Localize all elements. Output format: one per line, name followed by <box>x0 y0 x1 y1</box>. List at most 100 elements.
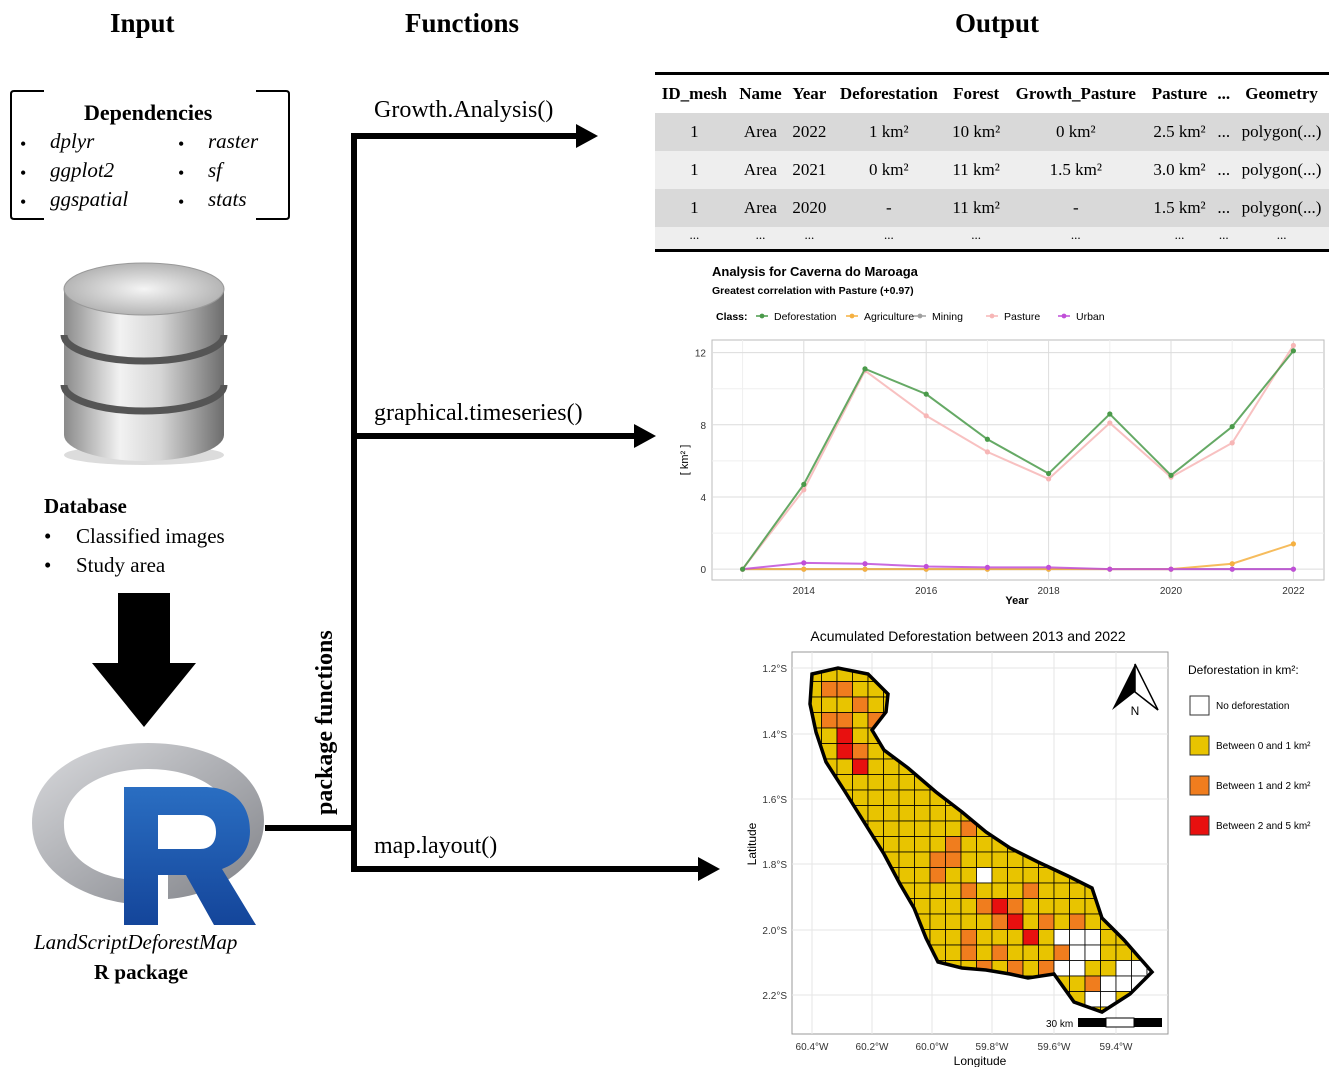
table-row: 1 Area 2022 1 km² 10 km² 0 km² 2.5 km²... polyg… <box>655 113 1329 151</box>
table-cell: 10 km² <box>946 113 1007 151</box>
package-functions-label-wrap: package functions <box>312 630 352 855</box>
table-cell: 1 <box>655 113 734 151</box>
table-cell: ... <box>1213 189 1235 227</box>
dependency-item: ggplot2 <box>50 158 115 182</box>
data-point <box>801 487 807 493</box>
map-grid-cell <box>867 696 884 713</box>
map-grid-cell <box>960 836 977 853</box>
data-point <box>801 566 807 572</box>
map-grid-cell <box>914 805 931 822</box>
map-grid-cell <box>976 851 993 868</box>
map-grid-cell <box>1007 898 1024 915</box>
map-grid-cell <box>836 696 853 713</box>
map-grid-cell <box>914 789 931 806</box>
table-header-cell: ... <box>1217 84 1231 103</box>
map-grid-cell <box>1007 882 1024 899</box>
data-point <box>984 564 990 570</box>
data-point <box>1046 470 1052 477</box>
map-grid-cell <box>1069 898 1086 915</box>
map-grid-cell <box>852 696 869 713</box>
legend-key-dot <box>989 313 995 319</box>
map-grid-cell <box>1069 882 1086 899</box>
table-cell: 2020 <box>787 189 832 227</box>
map-grid-cell <box>1038 913 1055 930</box>
lat-tick-label: 1.2°S <box>762 664 787 675</box>
map-grid-cell <box>852 789 869 806</box>
map-grid-cell <box>883 836 900 853</box>
legend-item: Pasture <box>1004 311 1040 323</box>
table-row: ........................... <box>655 227 1329 249</box>
map-legend-title: Deforestation in km²: <box>1188 663 1299 677</box>
table-cell: ... <box>1213 113 1235 151</box>
table-cell: - <box>1006 189 1146 227</box>
map-grid-cell <box>945 867 962 884</box>
y-tick-label: 8 <box>700 421 706 432</box>
table-row: 1 Area 2020-11 km² -1.5 km²... polygon(...) <box>655 189 1329 227</box>
map-grid-cell <box>991 882 1008 899</box>
table-cell: 2.5 km² <box>1145 113 1214 151</box>
map-grid-cell <box>1053 913 1070 930</box>
database-item: Classified images <box>76 524 225 548</box>
table-cell: ... <box>1145 227 1214 249</box>
map-grid-cell <box>883 820 900 837</box>
map-grid-cell <box>1069 913 1086 930</box>
table-cell: ... <box>831 227 947 249</box>
map-grid-cell <box>991 929 1008 946</box>
table-cell: polygon(...) <box>1234 151 1329 189</box>
map-grid-cell <box>821 696 838 713</box>
data-point <box>1290 342 1296 349</box>
map-grid-cell <box>945 882 962 899</box>
map-grid-cell <box>1069 944 1086 961</box>
table-cell: 1 km² <box>831 113 947 151</box>
map-grid-cell <box>1100 975 1117 992</box>
map-legend-swatch <box>1189 815 1210 836</box>
map-grid-cell <box>945 836 962 853</box>
map-grid-cell <box>852 727 869 744</box>
bracket-lines <box>10 90 290 220</box>
map-grid-cell <box>1053 882 1070 899</box>
map-grid-cell <box>1115 960 1132 977</box>
map-grid-cell <box>1053 944 1070 961</box>
data-point <box>1290 348 1296 354</box>
map-grid-cell <box>852 712 869 729</box>
data-point <box>923 391 929 397</box>
data-point <box>1168 566 1174 572</box>
map-grid-cell <box>1022 882 1039 899</box>
dependencies-box: Dependencies • dplyr • raster • ggplot2 … <box>8 88 292 222</box>
map-grid-cell <box>945 913 962 930</box>
dependency-item: ggspatial <box>50 187 129 211</box>
map-grid-cell <box>945 944 962 961</box>
table-cell: - <box>831 189 947 227</box>
map-title: Acumulated Deforestation between 2013 an… <box>810 628 1125 644</box>
map-grid-cell <box>898 774 915 791</box>
table-cell: 1 <box>655 189 734 227</box>
map-grid-cell <box>836 712 853 729</box>
database-icon <box>60 262 228 465</box>
table-cell: Area <box>733 151 788 189</box>
north-arrow-icon: N <box>1112 663 1159 718</box>
x-tick-label: 2020 <box>1160 586 1183 597</box>
scale-label: 30 km <box>1046 1019 1073 1030</box>
map-grid-cell <box>898 789 915 806</box>
data-point <box>862 566 868 572</box>
map-grid-cell <box>1115 975 1132 992</box>
table-cell: 3.0 km² <box>1145 151 1214 189</box>
map-grid-cell <box>1084 960 1101 977</box>
x-tick-label: 2018 <box>1037 586 1060 597</box>
chart-subtitle: Greatest correlation with Pasture (+0.97… <box>712 285 914 297</box>
map-grid-cell <box>1038 944 1055 961</box>
function-growth-analysis: Growth.Analysis() <box>374 97 554 123</box>
table-cell: 11 km² <box>946 189 1007 227</box>
map-grid-cell <box>1069 960 1086 977</box>
map-grid-cell <box>960 898 977 915</box>
package-name: LandScriptDeforestMap <box>34 930 238 954</box>
map-grid-cell <box>852 758 869 775</box>
map-grid-cell <box>898 851 915 868</box>
lat-tick-label: 1.4°S <box>762 730 787 741</box>
table-cell: 0 km² <box>831 151 947 189</box>
map-grid-cell <box>914 836 931 853</box>
table-row: 1 Area 2021 0 km² 11 km² 1.5 km² 3.0 km²... pol… <box>655 151 1329 189</box>
table-header-cell: ID_mesh <box>661 84 727 103</box>
table-header-cell: Geometry <box>1245 84 1318 103</box>
